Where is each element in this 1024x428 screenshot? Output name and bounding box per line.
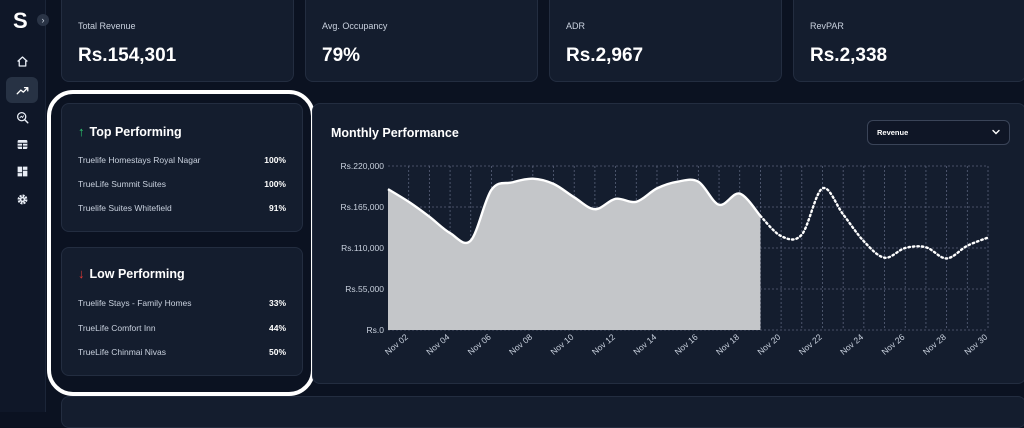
- trend-icon: [16, 86, 28, 94]
- forecast-line: [759, 186, 990, 260]
- y-tick-label: Rs.165,000: [341, 202, 385, 212]
- property-percent: 100%: [264, 155, 286, 165]
- top-performing-card: ↑ Top Performing Truelife Homestays Royal…: [61, 103, 303, 232]
- list-item: Truelife Stays - Family Homes 33%: [78, 298, 286, 310]
- low-performing-card: ↓ Low Performing Truelife Stays - Family …: [61, 247, 303, 376]
- metric-select[interactable]: Revenue: [867, 120, 1010, 145]
- table-icon: [17, 139, 27, 149]
- x-tick-label: Nov 12: [590, 332, 617, 357]
- actual-line: [387, 177, 762, 245]
- x-tick-label: Nov 18: [714, 332, 741, 357]
- x-tick-label: Nov 04: [424, 332, 451, 357]
- list-item: Truelife Suites Whitefield 91%: [78, 203, 286, 215]
- property-percent: 50%: [268, 347, 286, 357]
- monthly-performance-card: Monthly Performance Revenue Rs.0 Rs.55,00…: [312, 103, 1024, 384]
- actual-area: [388, 178, 761, 330]
- kpi-card-total-revenue: Total Revenue Rs.154,301: [61, 0, 294, 82]
- property-percent: 44%: [268, 323, 286, 333]
- kpi-value: Rs.2,967: [566, 45, 644, 66]
- property-name: TrueLife Summit Suites: [78, 179, 167, 189]
- kpi-label: RevPAR: [810, 21, 844, 31]
- x-tick-label: Nov 06: [466, 332, 493, 357]
- nav-home[interactable]: [6, 48, 38, 74]
- property-percent: 91%: [268, 203, 286, 213]
- x-tick-label: Nov 14: [631, 332, 658, 357]
- revenue-chart: Rs.0 Rs.55,000 Rs.110,000 Rs.165,000 Rs.220,…: [341, 161, 990, 357]
- nav-table[interactable]: [6, 131, 38, 157]
- low-performing-title: ↓ Low Performing: [78, 266, 185, 281]
- x-tick-label: Nov 20: [755, 332, 782, 357]
- x-tick-label: Nov 10: [548, 332, 575, 357]
- arrow-down-icon: ↓: [78, 266, 85, 281]
- kpi-card-avg-occupancy: Avg. Occupancy 79%: [305, 0, 538, 82]
- property-name: TrueLife Comfort Inn: [78, 323, 156, 333]
- kpi-value: 79%: [322, 45, 361, 66]
- top-performing-title: ↑ Top Performing: [78, 124, 182, 139]
- list-item: TrueLife Summit Suites 100%: [78, 179, 286, 191]
- chart-title: Monthly Performance: [331, 126, 459, 140]
- sidebar-expand-button[interactable]: ›: [37, 14, 49, 26]
- y-tick-label: Rs.220,000: [341, 161, 385, 171]
- nav-dashboard[interactable]: [6, 158, 38, 184]
- kpi-card-revpar: RevPAR Rs.2,338: [793, 0, 1024, 82]
- app-logo[interactable]: S: [13, 8, 28, 33]
- home-icon: [16, 55, 28, 67]
- nav-insights[interactable]: [6, 104, 38, 130]
- kpi-value: Rs.154,301: [78, 45, 177, 66]
- y-tick-label: Rs.0: [367, 325, 385, 335]
- nav-settings[interactable]: [6, 186, 38, 212]
- property-name: TrueLife Chinmai Nivas: [78, 347, 167, 357]
- gear-icon: [17, 194, 27, 204]
- x-tick-label: Nov 02: [383, 332, 410, 357]
- x-tick-label: Nov 24: [838, 332, 865, 357]
- search-chart-icon: [16, 111, 29, 124]
- property-percent: 100%: [264, 179, 286, 189]
- arrow-up-icon: ↑: [78, 124, 85, 139]
- x-tick-label: Nov 16: [673, 332, 700, 357]
- y-tick-label: Rs.110,000: [341, 243, 384, 253]
- property-name: Truelife Stays - Family Homes: [78, 298, 192, 308]
- chevron-down-icon: [992, 129, 1000, 135]
- list-item: Truelife Homestays Royal Nagar 100%: [78, 155, 286, 167]
- kpi-label: Avg. Occupancy: [322, 21, 388, 31]
- sidebar: S ›: [0, 0, 49, 412]
- x-tick-label: Nov 22: [797, 332, 824, 357]
- list-item: TrueLife Chinmai Nivas 50%: [78, 347, 286, 359]
- x-tick-label: Nov 28: [921, 332, 948, 357]
- kpi-label: Total Revenue: [78, 21, 136, 31]
- property-name: Truelife Suites Whitefield: [78, 203, 172, 213]
- x-tick-label: Nov 30: [962, 332, 989, 357]
- x-tick-label: Nov 08: [507, 332, 534, 357]
- nav-analytics[interactable]: [6, 77, 38, 103]
- kpi-value: Rs.2,338: [810, 45, 888, 66]
- bottom-panel: [61, 396, 1024, 428]
- kpi-card-adr: ADR Rs.2,967: [549, 0, 782, 82]
- kpi-label: ADR: [566, 21, 586, 31]
- property-percent: 33%: [268, 298, 286, 308]
- metric-select-value: Revenue: [877, 128, 909, 137]
- property-name: Truelife Homestays Royal Nagar: [78, 155, 201, 165]
- section-title-text: Low Performing: [89, 267, 185, 281]
- y-tick-label: Rs.55,000: [345, 284, 384, 294]
- list-item: TrueLife Comfort Inn 44%: [78, 323, 286, 335]
- x-tick-label: Nov 26: [879, 332, 906, 357]
- dashboard-icon: [17, 166, 27, 176]
- section-title-text: Top Performing: [89, 125, 182, 139]
